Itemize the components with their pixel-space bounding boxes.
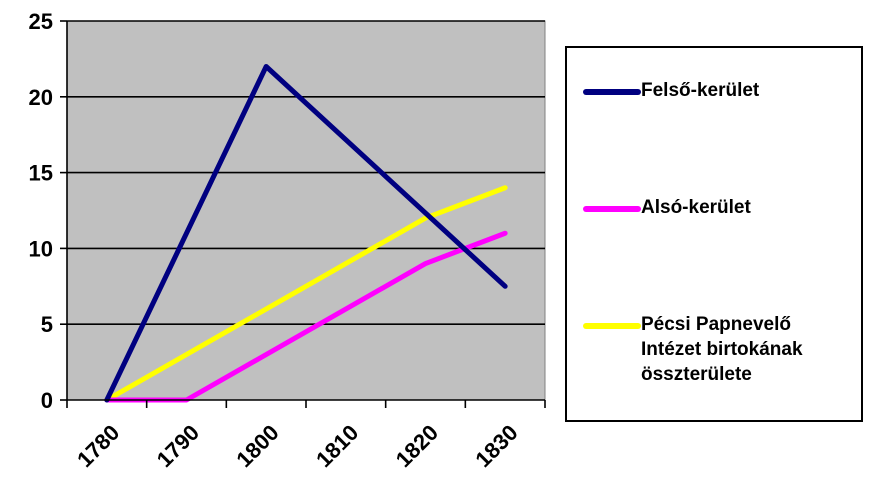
legend-label-papnevelo: Pécsi Papnevelő Intézet birtokának összt… — [641, 314, 803, 385]
y-tick-label-10: 10 — [29, 236, 53, 261]
legend-swatch-also-kerulet — [583, 206, 641, 212]
y-tick-label-0: 0 — [41, 388, 53, 413]
y-tick-label-20: 20 — [29, 85, 53, 110]
legend-swatch-felso-kerulet — [583, 89, 641, 95]
legend: Felső-kerület Alsó-kerület Pécsi Papneve… — [565, 46, 863, 422]
legend-swatch-papnevelo — [583, 323, 641, 329]
series-line-0 — [104, 63, 508, 403]
legend-label-felso-kerulet: Felső-kerület — [641, 80, 760, 101]
legend-label-also-kerulet: Alsó-kerület — [641, 197, 751, 218]
x-tick-label-1780: 1780 — [72, 420, 124, 472]
axes — [60, 20, 546, 408]
series-line-2 — [104, 185, 508, 403]
y-tick-label-25: 25 — [29, 9, 53, 34]
x-tick-label-1800: 1800 — [231, 420, 283, 472]
x-tick-label-1790: 1790 — [152, 420, 204, 472]
plot-area — [66, 20, 546, 401]
y-tick-label-5: 5 — [41, 312, 53, 337]
x-tick-label-1830: 1830 — [470, 420, 522, 472]
x-tick-label-1810: 1810 — [311, 420, 363, 472]
x-tick-label-1820: 1820 — [391, 420, 443, 472]
y-tick-label-15: 15 — [29, 161, 53, 186]
